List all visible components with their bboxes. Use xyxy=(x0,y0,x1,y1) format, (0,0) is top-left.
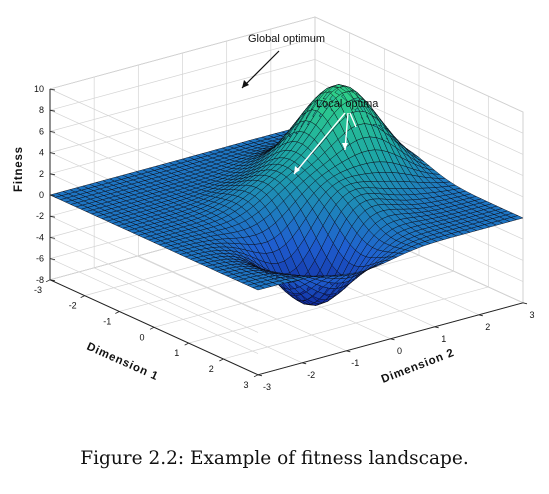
z-tick-label: 2 xyxy=(39,169,44,179)
global-optimum-annotation: Global optimum xyxy=(241,33,325,89)
surface-facet xyxy=(510,215,524,221)
y-axis-label: Dimension 2 xyxy=(380,347,456,386)
x-tick-label: 0 xyxy=(139,332,144,342)
global-optimum-arrow xyxy=(241,50,280,89)
axes-front-edges xyxy=(45,88,528,378)
z-tick-label: 8 xyxy=(39,105,44,115)
y-tick-label: 3 xyxy=(529,310,534,320)
local-optima-arrowhead-2 xyxy=(342,143,348,150)
z-axis-label: Fitness xyxy=(13,146,25,192)
x-tick-label: 3 xyxy=(243,380,248,390)
local-optima-arrow-3 xyxy=(349,112,357,128)
z-tick-label: -8 xyxy=(36,275,44,285)
y-tick-label: 2 xyxy=(485,322,490,332)
surface-mesh xyxy=(49,84,524,306)
y-tick-label: 0 xyxy=(397,346,402,356)
z-tick-label: -4 xyxy=(36,232,44,242)
z-tick-label: 6 xyxy=(39,126,44,136)
x-tick-label: -3 xyxy=(34,285,42,295)
local-optima-arrow-1 xyxy=(293,112,346,175)
y-tick-label: -1 xyxy=(351,358,359,368)
local-optima-label: Local optima xyxy=(316,98,379,110)
y-tick-label: -2 xyxy=(307,370,315,380)
x-tick-label: 2 xyxy=(209,364,214,374)
local-optima-annotation: Local optima xyxy=(293,98,379,175)
z-tick-label: -2 xyxy=(36,211,44,221)
z-tick-label: 0 xyxy=(39,190,44,200)
y-tick-label: 1 xyxy=(441,334,446,344)
x-tick-label: -1 xyxy=(103,317,111,327)
z-tick-label: -6 xyxy=(36,254,44,264)
y-tick-label: -3 xyxy=(263,382,271,392)
x-axis-label: Dimension 1 xyxy=(85,341,160,383)
x-tick-label: 1 xyxy=(174,348,179,358)
local-optima-arrowhead-1 xyxy=(294,166,300,174)
z-tick-label: 10 xyxy=(34,84,44,94)
x-tick-label: -2 xyxy=(69,301,77,311)
global-optimum-label: Global optimum xyxy=(248,33,325,45)
global-optimum-arrowhead xyxy=(242,80,249,88)
z-tick-label: 4 xyxy=(39,148,44,158)
figure-caption: Figure 2.2: Example of fitness landscape… xyxy=(80,448,469,469)
